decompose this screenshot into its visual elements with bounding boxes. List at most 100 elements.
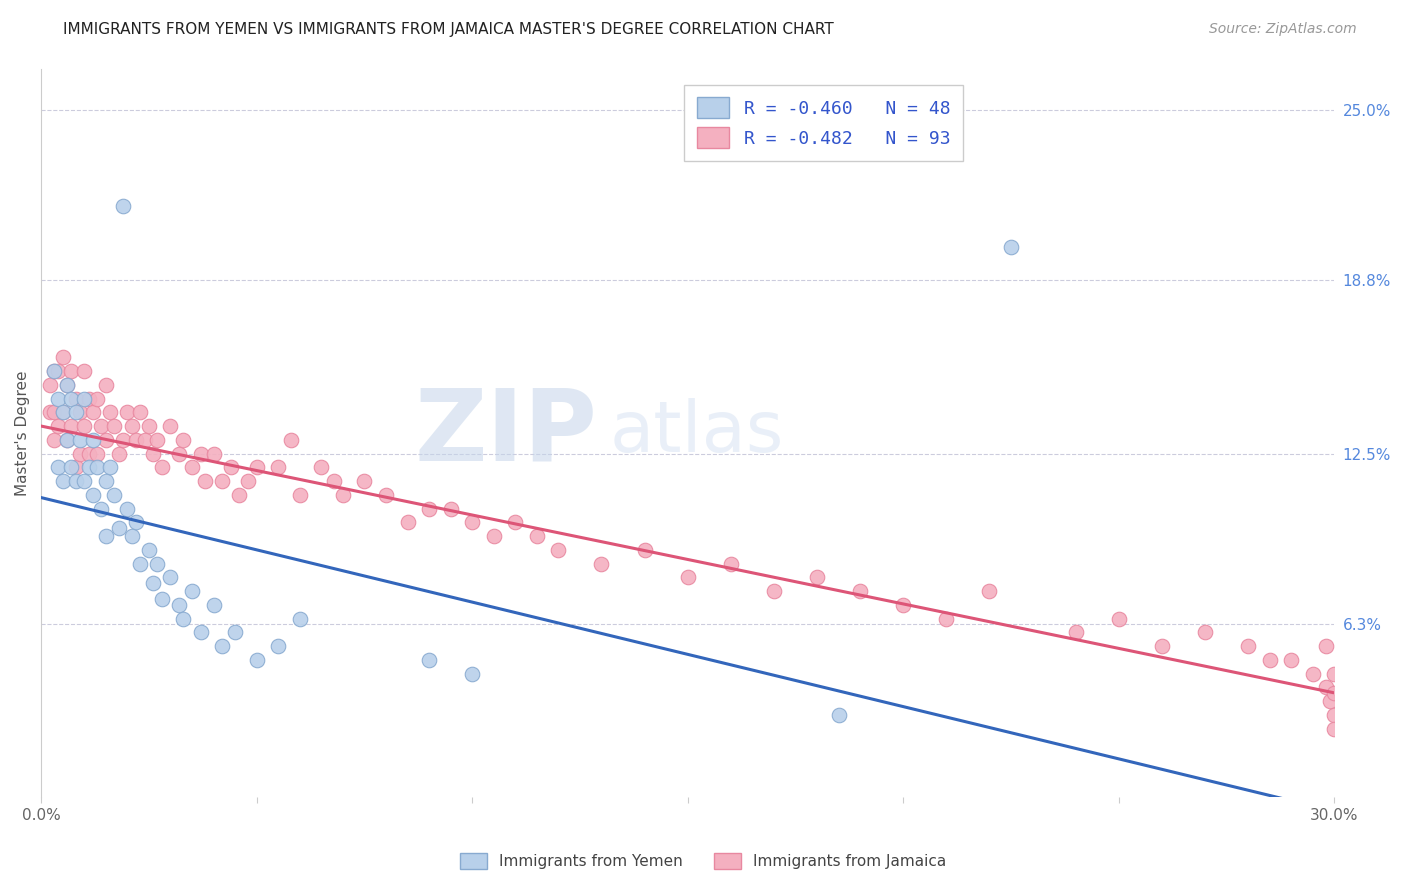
Point — [1237, 639, 1260, 653]
Text: ZIP: ZIP — [415, 384, 598, 482]
Point — [150, 592, 173, 607]
Point — [311, 460, 333, 475]
Point — [267, 460, 290, 475]
Point — [125, 516, 148, 530]
Point — [65, 460, 87, 475]
Point — [73, 474, 96, 488]
Point — [48, 460, 70, 475]
Point — [353, 474, 375, 488]
Point — [267, 639, 290, 653]
Point — [891, 598, 914, 612]
Point — [1315, 639, 1337, 653]
Point — [42, 364, 65, 378]
Point — [86, 446, 108, 460]
Point — [332, 488, 354, 502]
Point — [211, 474, 233, 488]
Point — [146, 433, 169, 447]
Point — [117, 501, 139, 516]
Point — [77, 460, 100, 475]
Point — [65, 392, 87, 406]
Point — [323, 474, 346, 488]
Point — [146, 557, 169, 571]
Point — [86, 392, 108, 406]
Point — [138, 542, 160, 557]
Point — [121, 419, 143, 434]
Point — [1323, 707, 1346, 722]
Point — [375, 488, 398, 502]
Point — [633, 542, 655, 557]
Point — [827, 707, 849, 722]
Point — [69, 433, 91, 447]
Point — [159, 419, 181, 434]
Point — [77, 392, 100, 406]
Point — [73, 419, 96, 434]
Point — [73, 392, 96, 406]
Point — [190, 625, 212, 640]
Legend: Immigrants from Yemen, Immigrants from Jamaica: Immigrants from Yemen, Immigrants from J… — [453, 847, 953, 875]
Point — [526, 529, 548, 543]
Point — [503, 516, 526, 530]
Point — [1108, 611, 1130, 625]
Point — [56, 377, 79, 392]
Point — [69, 446, 91, 460]
Point — [129, 557, 152, 571]
Point — [1315, 681, 1337, 695]
Point — [42, 405, 65, 419]
Point — [1279, 653, 1302, 667]
Point — [236, 474, 259, 488]
Legend: R = -0.460   N = 48, R = -0.482   N = 93: R = -0.460 N = 48, R = -0.482 N = 93 — [685, 85, 963, 161]
Point — [720, 557, 742, 571]
Point — [52, 405, 75, 419]
Point — [806, 570, 828, 584]
Point — [418, 501, 440, 516]
Point — [979, 584, 1001, 599]
Point — [142, 575, 165, 590]
Point — [142, 446, 165, 460]
Point — [1000, 240, 1022, 254]
Point — [418, 653, 440, 667]
Point — [65, 474, 87, 488]
Point — [129, 405, 152, 419]
Text: IMMIGRANTS FROM YEMEN VS IMMIGRANTS FROM JAMAICA MASTER'S DEGREE CORRELATION CHA: IMMIGRANTS FROM YEMEN VS IMMIGRANTS FROM… — [63, 22, 834, 37]
Point — [1319, 694, 1341, 708]
Point — [167, 446, 190, 460]
Point — [90, 501, 112, 516]
Point — [107, 521, 129, 535]
Point — [224, 625, 246, 640]
Point — [159, 570, 181, 584]
Point — [439, 501, 461, 516]
Point — [547, 542, 569, 557]
Point — [56, 377, 79, 392]
Point — [56, 433, 79, 447]
Point — [60, 392, 83, 406]
Point — [246, 460, 269, 475]
Point — [1194, 625, 1216, 640]
Point — [288, 488, 311, 502]
Point — [42, 364, 65, 378]
Point — [134, 433, 156, 447]
Point — [482, 529, 505, 543]
Point — [94, 377, 117, 392]
Point — [138, 419, 160, 434]
Point — [86, 460, 108, 475]
Point — [246, 653, 269, 667]
Point — [111, 199, 134, 213]
Point — [211, 639, 233, 653]
Point — [103, 419, 125, 434]
Point — [56, 433, 79, 447]
Point — [60, 364, 83, 378]
Point — [1323, 686, 1346, 700]
Point — [172, 433, 194, 447]
Point — [172, 611, 194, 625]
Point — [48, 419, 70, 434]
Point — [202, 446, 225, 460]
Point — [90, 419, 112, 434]
Point — [1302, 666, 1324, 681]
Point — [396, 516, 419, 530]
Point — [280, 433, 302, 447]
Point — [73, 364, 96, 378]
Point — [150, 460, 173, 475]
Point — [60, 460, 83, 475]
Y-axis label: Master's Degree: Master's Degree — [15, 370, 30, 496]
Point — [461, 516, 484, 530]
